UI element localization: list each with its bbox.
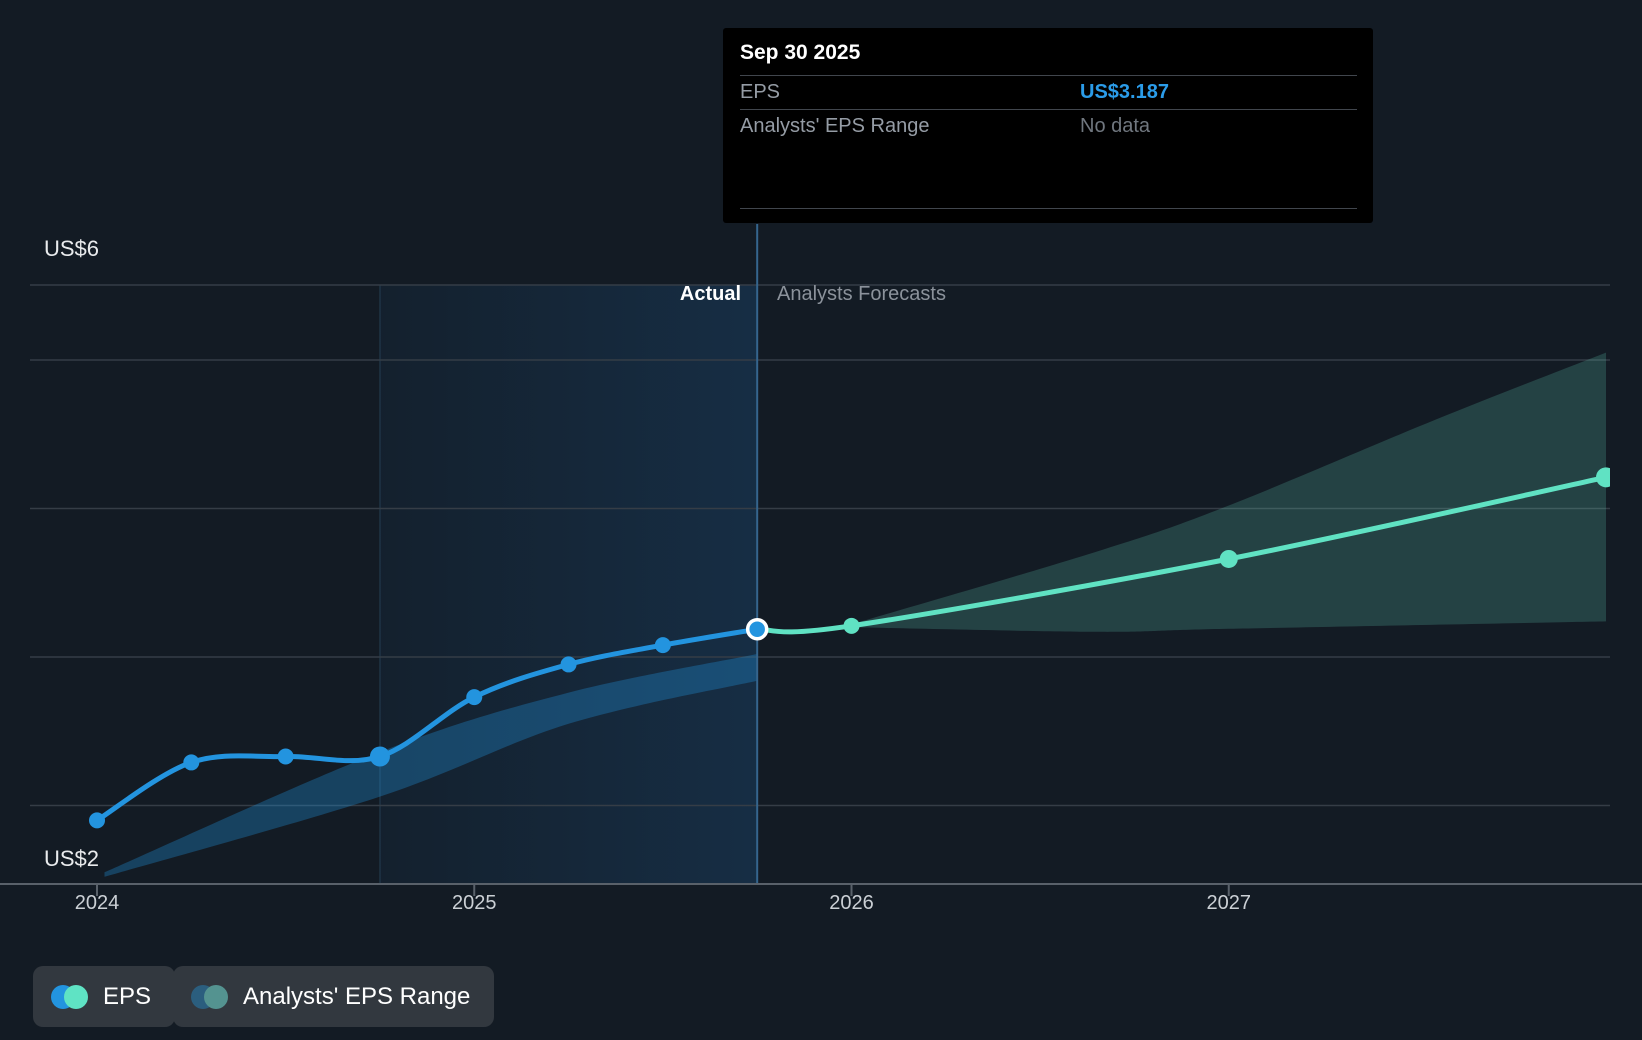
- analysts-eps-range-past: [104, 654, 758, 877]
- actual-highlight-band: [379, 285, 758, 884]
- eps-forecast-point[interactable]: [843, 617, 860, 634]
- tooltip-range-row: Analysts' EPS Range No data: [740, 109, 1357, 143]
- tooltip-eps-label: EPS: [740, 81, 781, 103]
- tooltip-date: Sep 30 2025: [740, 41, 861, 64]
- x-axis-label-2025: 2025: [452, 892, 497, 914]
- legend-toggle-eps[interactable]: EPS: [33, 966, 176, 1027]
- y-axis-max-label: US$6: [44, 236, 100, 261]
- tooltip-range-value: No data: [1080, 115, 1151, 137]
- chart-tooltip: Sep 30 2025 EPS US$3.187 Analysts' EPS R…: [723, 28, 1373, 223]
- legend-series-color-icon: [51, 984, 88, 1009]
- x-axis-label-2027: 2027: [1206, 892, 1252, 914]
- tooltip-eps-value: US$3.187: [1080, 81, 1169, 103]
- tooltip-eps-row: EPS US$3.187: [740, 75, 1357, 109]
- tooltip-footer-divider: [740, 208, 1357, 211]
- eps-actual-point[interactable]: [654, 637, 671, 654]
- eps-actual-point[interactable]: [277, 748, 294, 765]
- actual-section-label: Actual: [679, 283, 741, 305]
- eps-actual-point[interactable]: [466, 689, 483, 706]
- analysts-eps-range-forecast: [851, 352, 1606, 632]
- eps-forecast-line[interactable]: [754, 474, 1609, 635]
- eps-actual-point[interactable]: [369, 746, 390, 767]
- eps-actual-point[interactable]: [89, 812, 105, 829]
- eps-actual-point[interactable]: [560, 656, 577, 673]
- legend-label: EPS: [103, 982, 152, 1010]
- x-axis-label-2024: 2024: [74, 892, 120, 914]
- current-eps-point[interactable]: [745, 617, 769, 641]
- legend-series-color-icon: [191, 984, 228, 1009]
- x-axis-label-2026: 2026: [829, 892, 874, 914]
- eps-actual-point[interactable]: [183, 754, 200, 771]
- forecast-section-label: Analysts Forecasts: [777, 283, 946, 305]
- legend-label: Analysts' EPS Range: [243, 982, 471, 1010]
- legend-toggle-analysts-eps-range[interactable]: Analysts' EPS Range: [173, 966, 495, 1027]
- y-axis-min-label: US$2: [44, 846, 100, 871]
- tooltip-range-label: Analysts' EPS Range: [740, 115, 930, 137]
- eps-forecast-point[interactable]: [1596, 467, 1616, 488]
- eps-forecast-point[interactable]: [1219, 549, 1238, 568]
